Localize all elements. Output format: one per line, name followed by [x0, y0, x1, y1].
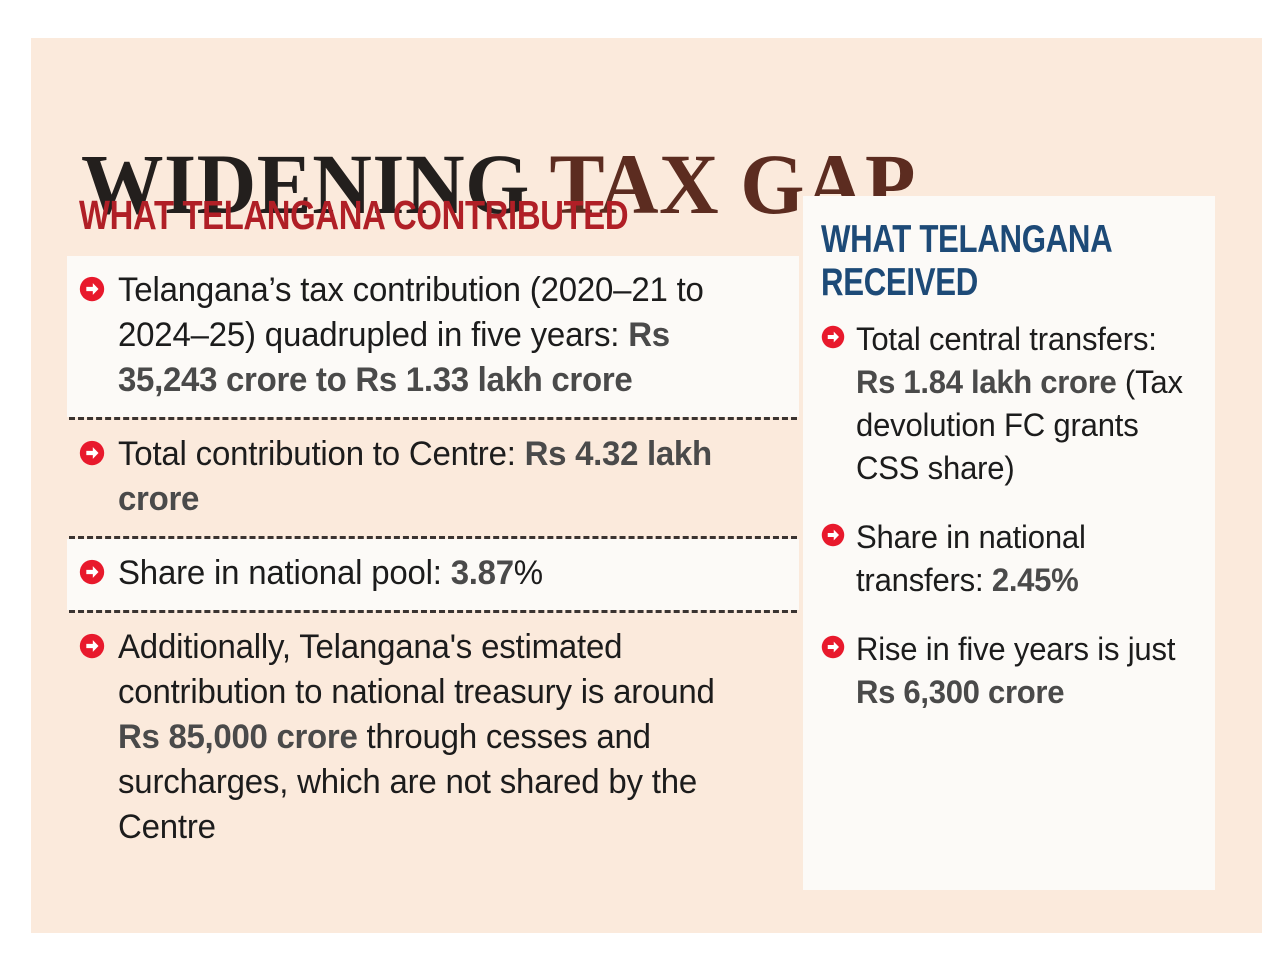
bullet-row: Share in national transfers: 2.45%	[821, 516, 1197, 602]
bullet-row: Total contribution to Centre: Rs 4.32 la…	[67, 420, 799, 536]
body-text: (Tax devolution FC grants CSS share)	[856, 364, 1183, 486]
body-text: Share in national pool:	[118, 554, 451, 592]
contributed-heading: WHAT TELANGANA CONTRIBUTED	[79, 192, 629, 238]
title-part-widening: WIDENING	[81, 135, 550, 232]
emphasis-text: Rs 35,243 crore to Rs 1.33 lakh crore	[118, 316, 670, 399]
received-column: WHAT TELANGANA RECEIVED Total central tr…	[803, 196, 1215, 890]
received-list: Total central transfers: Rs 1.84 lakh cr…	[821, 318, 1197, 714]
emphasis-text: Rs 6,300 crore	[856, 674, 1065, 710]
bullet-text: Telangana’s tax contribution (2020–21 to…	[118, 268, 763, 403]
body-text: Additionally, Telangana's estimated cont…	[118, 628, 715, 711]
body-text: %	[513, 554, 543, 592]
bullet-text: Share in national transfers: 2.45%	[856, 516, 1187, 602]
bullet-text: Rise in five years is just Rs 6,300 cror…	[856, 628, 1187, 714]
bullet-row: Share in national pool: 3.87%	[67, 539, 799, 610]
body-text: Rise in five years is just	[856, 631, 1176, 667]
arrow-right-circle-icon	[79, 633, 105, 659]
row-separator	[69, 536, 797, 539]
bullet-text: Additionally, Telangana's estimated cont…	[118, 625, 763, 850]
body-text: Total contribution to Centre:	[118, 435, 525, 473]
arrow-right-circle-icon	[821, 523, 845, 547]
infographic-panel: WIDENING TAX GAP WHAT TELANGANA CONTRIBU…	[31, 38, 1262, 933]
body-text: Total central transfers:	[856, 321, 1157, 357]
body-text: Telangana’s tax contribution (2020–21 to…	[118, 271, 704, 354]
body-text: Share in national transfers:	[856, 519, 1086, 598]
contributed-list: Telangana’s tax contribution (2020–21 to…	[67, 256, 799, 864]
bullet-row: Telangana’s tax contribution (2020–21 to…	[67, 256, 799, 417]
arrow-right-circle-icon	[79, 276, 105, 302]
bullet-row: Rise in five years is just Rs 6,300 cror…	[821, 628, 1197, 714]
emphasis-text: Rs 4.32 lakh crore	[118, 435, 712, 518]
arrow-right-circle-icon	[821, 325, 845, 349]
bullet-text: Total contribution to Centre: Rs 4.32 la…	[118, 432, 763, 522]
arrow-right-circle-icon	[79, 440, 105, 466]
emphasis-text: Rs 1.84 lakh crore	[856, 364, 1117, 400]
emphasis-text: Rs 85,000 crore	[118, 718, 358, 756]
arrow-right-circle-icon	[821, 635, 845, 659]
bullet-row: Additionally, Telangana's estimated cont…	[67, 613, 799, 864]
contributed-column: WHAT TELANGANA CONTRIBUTED Telangana’s t…	[67, 193, 799, 864]
row-separator	[69, 417, 797, 420]
page-title: WIDENING TAX GAP	[81, 138, 916, 230]
bullet-text: Total central transfers: Rs 1.84 lakh cr…	[856, 318, 1187, 490]
bullet-text: Share in national pool: 3.87%	[118, 551, 763, 596]
bullet-row: Total central transfers: Rs 1.84 lakh cr…	[821, 318, 1197, 490]
emphasis-text: 2.45%	[991, 562, 1079, 598]
received-heading: WHAT TELANGANA RECEIVED	[821, 218, 1112, 304]
body-text: through cesses and surcharges, which are…	[118, 718, 698, 846]
arrow-right-circle-icon	[79, 559, 105, 585]
row-separator	[69, 610, 797, 613]
emphasis-text: 3.87	[450, 554, 514, 592]
